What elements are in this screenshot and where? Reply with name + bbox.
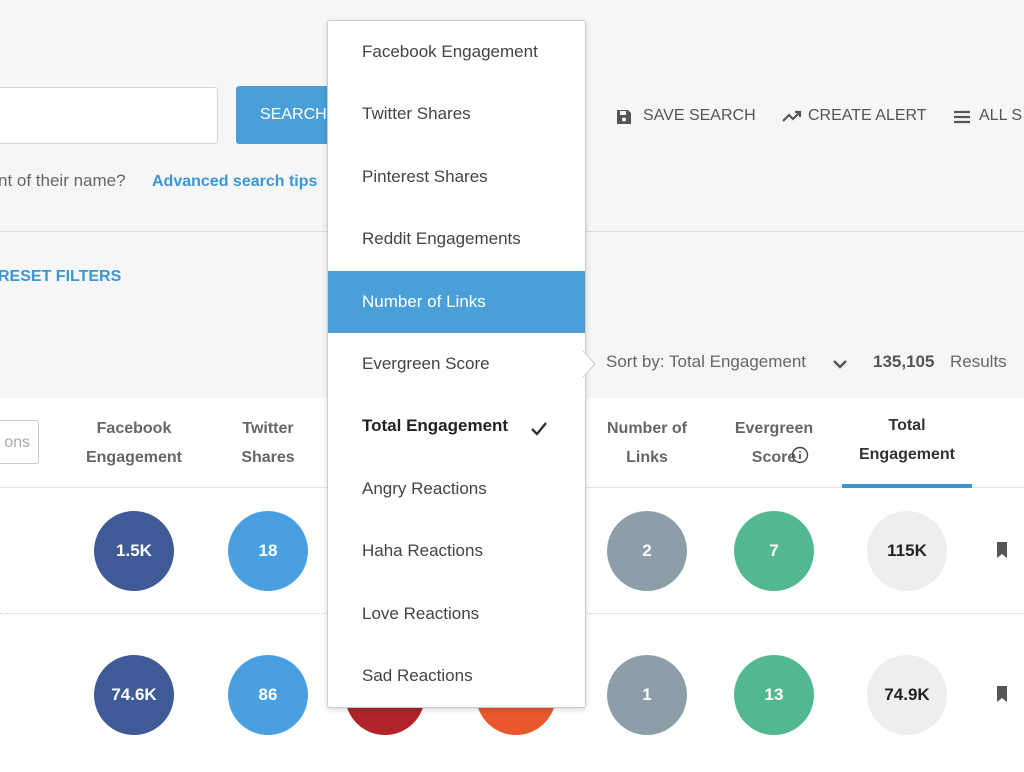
search-hint: nt of their name? — [0, 171, 126, 190]
create-alert[interactable]: CREATE ALERT — [808, 107, 927, 124]
active-sort-underline — [842, 484, 972, 488]
metric-circle: 1.5K — [94, 511, 174, 591]
dropdown-item[interactable]: Evergreen Score — [362, 353, 490, 373]
dropdown-item[interactable]: Haha Reactions — [362, 541, 483, 561]
dropdown-item[interactable]: Reddit Engagements — [362, 229, 521, 249]
sort-select[interactable]: Sort by: Total Engagement — [606, 352, 807, 371]
all-searches[interactable]: ALL S — [979, 107, 1022, 124]
metric-circle: 115K — [867, 511, 947, 591]
menu-icon — [954, 110, 970, 124]
filter-button[interactable]: ons — [0, 420, 39, 464]
chevron — [833, 360, 847, 369]
search-input[interactable] — [0, 87, 218, 144]
search-button[interactable]: SEARCH — [236, 86, 336, 144]
dropdown-pointer — [583, 350, 596, 378]
dropdown-item[interactable]: Angry Reactions — [362, 478, 487, 498]
sort-dropdown: Facebook Engagement Twitter Shares Pintere… — [327, 20, 586, 708]
dropdown-item[interactable]: Total Engagement — [362, 416, 509, 436]
bookmark[interactable] — [996, 541, 1008, 559]
column-header[interactable]: Twitter Shares — [241, 420, 295, 466]
bookmark[interactable] — [996, 685, 1008, 703]
column-header[interactable]: Number of Links — [607, 420, 687, 466]
result-count: 135,105 — [873, 352, 935, 371]
metric-circle: 74.9K — [867, 655, 947, 735]
metric-circle: 2 — [607, 511, 687, 591]
metric-circle: 18 — [228, 511, 308, 591]
metric-circle: 86 — [228, 655, 308, 735]
search-tips-link[interactable]: Advanced search tips — [152, 173, 318, 190]
dropdown-item[interactable]: Facebook Engagement — [362, 42, 538, 61]
info-icon — [791, 446, 809, 464]
check-icon — [531, 422, 547, 436]
dropdown-item[interactable]: Pinterest Shares — [362, 166, 488, 186]
metric-circle: 1 — [607, 655, 687, 735]
metric-circle: 7 — [734, 511, 814, 591]
save-search[interactable]: SAVE SEARCH — [643, 107, 756, 124]
metric-circle: 74.6K — [94, 655, 174, 735]
alert-icon — [782, 110, 802, 122]
column-header[interactable]: Evergreen Score — [734, 420, 814, 466]
reset-filters[interactable]: RESET FILTERS — [0, 268, 122, 285]
dropdown-item[interactable]: Sad Reactions — [362, 665, 473, 685]
save-icon — [617, 110, 631, 124]
column-header[interactable]: Facebook Engagement — [85, 420, 182, 466]
dropdown-item[interactable]: Number of Links — [328, 270, 585, 333]
dropdown-item[interactable]: Twitter Shares — [362, 104, 471, 124]
result-label: Results — [950, 352, 1007, 371]
dropdown-item[interactable]: Love Reactions — [362, 603, 480, 623]
metric-circle: 13 — [734, 655, 814, 735]
column-header[interactable]: Total Engagement — [858, 417, 955, 463]
